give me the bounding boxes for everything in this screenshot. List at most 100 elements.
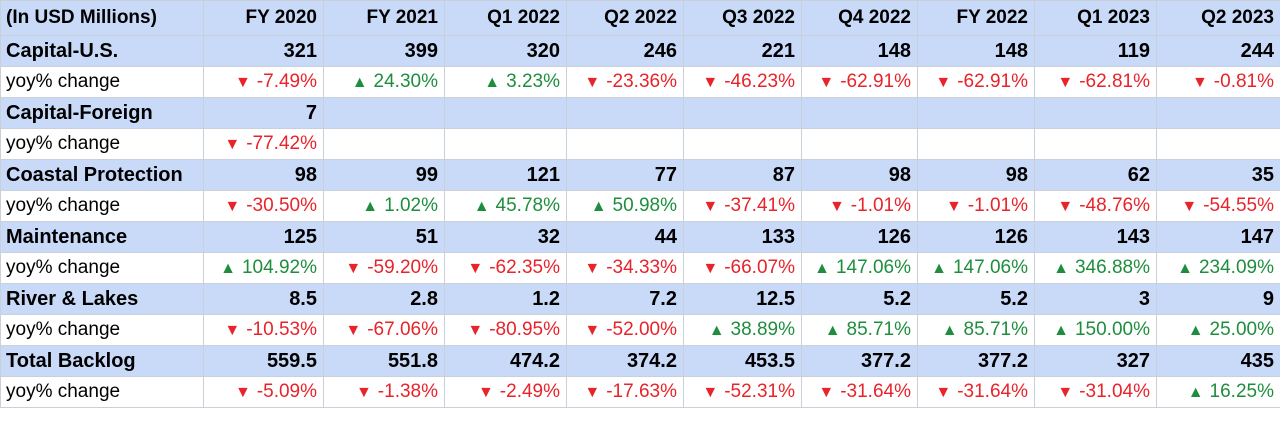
yoy-percent: -0.81%: [1213, 71, 1274, 92]
value-cell: 35: [1156, 159, 1280, 191]
table-body: (In USD Millions) FY 2020 FY 2021 Q1 2022 Q2…: [0, 0, 1280, 408]
yoy-row: yoy% change ▼ -30.50% ▲ 1.02% ▲ 45.78% ▲ 50.98% ▼…: [0, 190, 1280, 222]
value-cell: [917, 97, 1035, 129]
triangle-down-icon: ▼: [355, 384, 372, 401]
yoy-cell: ▼ -66.07%: [683, 252, 802, 284]
yoy-percent: -62.35%: [489, 257, 560, 278]
yoy-percent: -54.55%: [1203, 195, 1274, 216]
yoy-cell: ▼ -5.09%: [203, 376, 324, 408]
triangle-down-icon: ▼: [345, 260, 362, 277]
header-period: Q4 2022: [801, 0, 918, 36]
yoy-cell: ▲ 104.92%: [203, 252, 324, 284]
value-cell: 221: [683, 35, 802, 67]
triangle-up-icon: ▲: [1187, 384, 1204, 401]
value-cell: [683, 97, 802, 129]
yoy-cell: ▼ -37.41%: [683, 190, 802, 222]
value-cell: 143: [1034, 221, 1157, 253]
category-label: Total Backlog: [0, 345, 204, 377]
yoy-cell: ▼ -7.49%: [203, 66, 324, 98]
yoy-percent: 346.88%: [1074, 257, 1150, 278]
header-period: Q2 2022: [566, 0, 684, 36]
yoy-percent: -31.04%: [1079, 381, 1150, 402]
yoy-percent: -59.20%: [367, 257, 438, 278]
triangle-down-icon: ▼: [1181, 198, 1198, 215]
yoy-cell: ▲ 3.23%: [444, 66, 567, 98]
yoy-percent: 147.06%: [952, 257, 1028, 278]
yoy-percent: 147.06%: [835, 257, 911, 278]
value-cell: 148: [917, 35, 1035, 67]
yoy-cell: ▼ -62.91%: [801, 66, 918, 98]
value-cell: 399: [323, 35, 445, 67]
triangle-down-icon: ▼: [818, 384, 835, 401]
yoy-percent: -1.38%: [377, 381, 438, 402]
value-cell: 5.2: [917, 283, 1035, 315]
yoy-cell: [917, 128, 1035, 160]
triangle-down-icon: ▼: [818, 74, 835, 91]
triangle-down-icon: ▼: [935, 384, 952, 401]
triangle-down-icon: ▼: [477, 384, 494, 401]
triangle-up-icon: ▲: [351, 74, 368, 91]
triangle-down-icon: ▼: [234, 384, 251, 401]
yoy-cell: [444, 128, 567, 160]
yoy-cell: ▼ -80.95%: [444, 314, 567, 346]
triangle-up-icon: ▲: [931, 260, 947, 277]
value-cell: 98: [917, 159, 1035, 191]
value-cell: 327: [1034, 345, 1157, 377]
yoy-percent: 50.98%: [612, 195, 677, 216]
value-cell: 12.5: [683, 283, 802, 315]
yoy-cell: ▼ -52.31%: [683, 376, 802, 408]
yoy-percent: -5.09%: [256, 381, 317, 402]
yoy-cell: ▼ -17.63%: [566, 376, 684, 408]
triangle-down-icon: ▼: [702, 260, 719, 277]
yoy-cell: ▼ -67.06%: [323, 314, 445, 346]
yoy-percent: -37.41%: [724, 195, 795, 216]
yoy-percent: -31.64%: [840, 381, 911, 402]
yoy-row: yoy% change ▼ -10.53% ▼ -67.06% ▼ -80.95% ▼ -52.…: [0, 314, 1280, 346]
value-cell: 87: [683, 159, 802, 191]
yoy-label: yoy% change: [0, 314, 204, 346]
value-cell: 377.2: [917, 345, 1035, 377]
value-cell: 99: [323, 159, 445, 191]
yoy-percent: 24.30%: [373, 71, 438, 92]
yoy-cell: ▼ -10.53%: [203, 314, 324, 346]
value-cell: 474.2: [444, 345, 567, 377]
value-cell: 125: [203, 221, 324, 253]
yoy-percent: -48.76%: [1079, 195, 1150, 216]
triangle-up-icon: ▲: [362, 198, 379, 215]
value-cell: [323, 97, 445, 129]
triangle-up-icon: ▲: [1053, 322, 1069, 339]
yoy-percent: 104.92%: [241, 257, 317, 278]
yoy-percent: 45.78%: [495, 195, 560, 216]
triangle-up-icon: ▲: [941, 322, 958, 339]
yoy-percent: -62.91%: [957, 71, 1028, 92]
triangle-down-icon: ▼: [945, 198, 962, 215]
value-cell: 320: [444, 35, 567, 67]
triangle-down-icon: ▼: [224, 322, 241, 339]
yoy-cell: ▼ -1.38%: [323, 376, 445, 408]
value-cell: 5.2: [801, 283, 918, 315]
yoy-label: yoy% change: [0, 376, 204, 408]
yoy-percent: 234.09%: [1198, 257, 1274, 278]
yoy-row: yoy% change ▼ -77.42%: [0, 128, 1280, 160]
triangle-down-icon: ▼: [702, 74, 719, 91]
yoy-cell: ▲ 85.71%: [917, 314, 1035, 346]
category-label: Capital-U.S.: [0, 35, 204, 67]
yoy-percent: 25.00%: [1209, 319, 1274, 340]
value-cell: 77: [566, 159, 684, 191]
value-cell: 62: [1034, 159, 1157, 191]
triangle-down-icon: ▼: [224, 136, 241, 153]
yoy-percent: -46.23%: [724, 71, 795, 92]
triangle-down-icon: ▼: [234, 74, 251, 91]
triangle-up-icon: ▲: [1053, 260, 1069, 277]
yoy-percent: 1.02%: [384, 195, 438, 216]
header-period: FY 2020: [203, 0, 324, 36]
category-row: Capital-U.S. 321 399 320 246 221 148 148 119 244: [0, 35, 1280, 67]
triangle-down-icon: ▼: [1057, 198, 1074, 215]
value-cell: [1156, 97, 1280, 129]
triangle-down-icon: ▼: [467, 322, 484, 339]
yoy-cell: ▼ -23.36%: [566, 66, 684, 98]
value-cell: 244: [1156, 35, 1280, 67]
yoy-percent: -34.33%: [606, 257, 677, 278]
triangle-down-icon: ▼: [1057, 74, 1074, 91]
value-cell: 551.8: [323, 345, 445, 377]
